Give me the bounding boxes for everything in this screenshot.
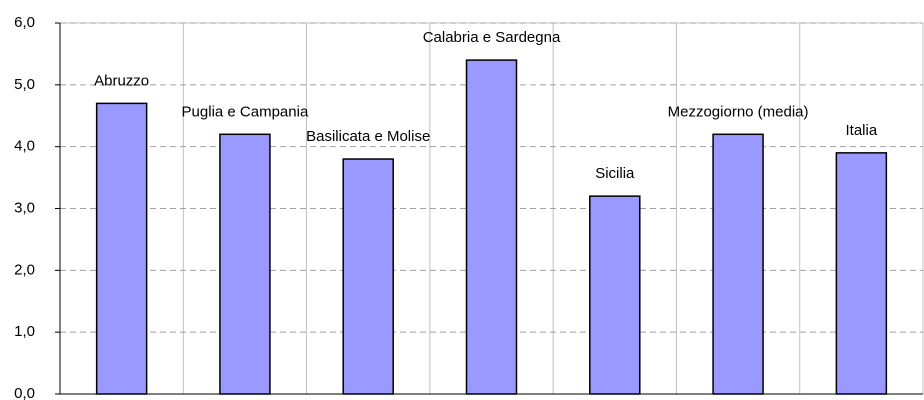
y-tick-label: 5,0 xyxy=(14,76,35,93)
category-label: Abruzzo xyxy=(94,72,149,89)
y-tick-label: 3,0 xyxy=(14,199,35,216)
bar xyxy=(342,158,394,395)
y-tick-label: 0,0 xyxy=(14,385,35,400)
y-tick-label: 1,0 xyxy=(14,323,35,340)
bar xyxy=(835,152,888,395)
bar xyxy=(712,133,764,395)
category-label: Puglia e Campania xyxy=(182,103,309,120)
bar xyxy=(95,102,148,395)
y-tick-label: 6,0 xyxy=(14,14,35,31)
category-label: Sicilia xyxy=(595,165,635,182)
category-label: Mezzogiorno (media) xyxy=(668,103,809,120)
bar xyxy=(589,195,641,395)
category-label: Calabria e Sardegna xyxy=(423,29,561,46)
bar xyxy=(465,59,518,395)
y-tick-label: 4,0 xyxy=(14,138,35,155)
bar xyxy=(219,133,271,395)
y-tick-label: 2,0 xyxy=(14,261,35,278)
category-label: Italia xyxy=(846,122,878,139)
category-label: Basilicata e Molise xyxy=(306,128,430,145)
